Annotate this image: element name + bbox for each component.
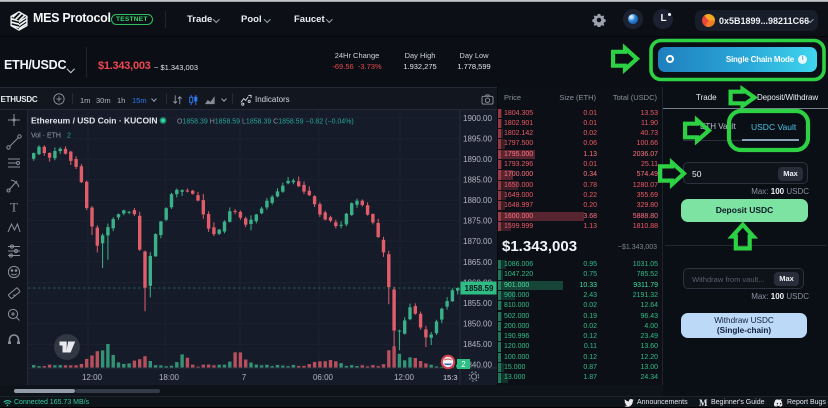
svg-text:1865.00: 1865.00: [463, 258, 492, 267]
svg-text:12:00: 12:00: [82, 373, 103, 382]
svg-text:1895.00: 1895.00: [463, 134, 492, 143]
svg-text:2: 2: [461, 360, 466, 369]
svg-text:Vol · ETH: Vol · ETH: [31, 133, 61, 140]
svg-text:1870.00: 1870.00: [463, 237, 492, 246]
svg-text:1858.59: 1858.59: [465, 284, 494, 293]
svg-text:1845.00: 1845.00: [463, 340, 492, 349]
svg-text:T: T: [10, 200, 18, 215]
svg-text:1890.00: 1890.00: [463, 155, 492, 164]
svg-text:1875.00: 1875.00: [463, 217, 492, 226]
svg-text:1900.00: 1900.00: [463, 114, 492, 123]
svg-text:Ethereum / USD Coin · KUCOIN: Ethereum / USD Coin · KUCOIN: [31, 116, 158, 126]
svg-text:7: 7: [242, 373, 247, 382]
svg-text:1850.00: 1850.00: [463, 320, 492, 329]
svg-text:1885.00: 1885.00: [463, 176, 492, 185]
svg-text:18:00: 18:00: [159, 373, 180, 382]
svg-text:2: 2: [67, 133, 71, 140]
svg-text:1880.00: 1880.00: [463, 196, 492, 205]
svg-text:1855.00: 1855.00: [463, 299, 492, 308]
svg-text:06:00: 06:00: [313, 373, 334, 382]
svg-text:15:3: 15:3: [443, 373, 458, 382]
svg-text:1840.00: 1840.00: [463, 361, 492, 370]
svg-text:12:00: 12:00: [394, 373, 415, 382]
svg-text:O1858.39 H1858.59 L1858.39 C18: O1858.39 H1858.59 L1858.39 C1858.59 −0.8…: [177, 119, 354, 126]
